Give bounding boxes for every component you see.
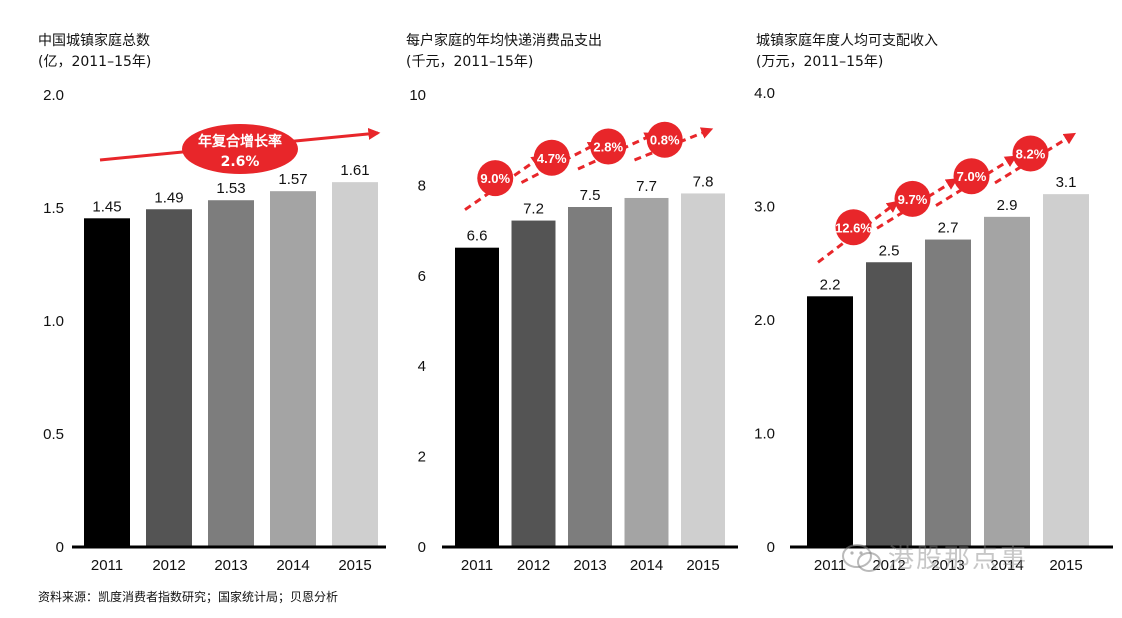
chart-3-bar [1043, 194, 1089, 546]
chart-3-ytick-label: 4.0 [754, 85, 775, 102]
chart-2-subtitle: (千元，2011–15年) [406, 54, 534, 70]
chart-3-xtick-label: 2015 [1049, 557, 1082, 574]
chart-3-xtick-label: 2011 [814, 557, 846, 574]
chart-2-bar [624, 197, 669, 546]
chart-3-data-label: 2.5 [879, 242, 900, 259]
source-note: 资料来源：凯度消费者指数研究；国家统计局；贝恩分析 [38, 590, 339, 604]
chart-2-data-label: 7.5 [580, 187, 601, 204]
chart-1-title: 中国城镇家庭总数 [38, 33, 150, 49]
chart-3-xtick-label: 2014 [990, 557, 1023, 574]
chart-2-data-label: 7.7 [636, 178, 657, 195]
chart-3-bar [925, 239, 971, 547]
chart-2-growth-label: 0.8% [650, 133, 680, 148]
chart-1-bar [146, 209, 192, 546]
chart-2-ytick-label: 4 [418, 358, 426, 375]
cagr-label: 年复合增长率 [198, 133, 282, 150]
chart-1-title-block: 中国城镇家庭总数 (亿，2011–15年) [38, 31, 151, 73]
chart-3-data-label: 3.1 [1056, 174, 1077, 191]
chart-3-growth-bubble [835, 209, 872, 246]
chart-2-growth-bubble [646, 121, 683, 158]
chart-2-xtick-label: 2013 [573, 557, 606, 574]
chart-3-growth-bubble [894, 180, 931, 217]
chart-1-data-label: 1.57 [278, 171, 307, 188]
chart-2-ytick-label: 6 [418, 268, 426, 285]
cagr-value: 2.6% [221, 154, 260, 170]
chart-1-bar [270, 191, 316, 546]
chart-2-ytick-label: 8 [418, 177, 426, 194]
chart-1-ytick-label: 0 [56, 539, 64, 556]
chart-3-title: 城镇家庭年度人均可支配收入 [756, 33, 938, 49]
chart-2-growth-bubble [533, 139, 570, 176]
chart-2-growth-label: 2.8% [593, 139, 623, 154]
chart-3-bar [984, 216, 1030, 546]
chart-3-growth-arrow [994, 132, 1077, 185]
chart-1-bar [208, 200, 254, 546]
chart-1-ytick-label: 1.5 [43, 200, 64, 217]
chart-3-growth-bubble [1012, 135, 1049, 172]
chart-2-data-label: 6.6 [467, 228, 488, 245]
chart-1-data-label: 1.49 [154, 189, 183, 206]
chart-2-ytick-label: 0 [418, 539, 426, 556]
chart-3-ytick-label: 2.0 [754, 312, 775, 329]
chart-2-data-label: 7.2 [523, 201, 544, 218]
chart-3-ytick-label: 0 [767, 539, 775, 556]
chart-1-bar [332, 182, 378, 546]
chart-3-growth-arrow [876, 178, 959, 230]
chart-2-growth-bubble [590, 128, 627, 165]
chart-1-data-label: 1.45 [92, 198, 121, 215]
chart-2-growth-label: 4.7% [537, 151, 567, 166]
chart-1-subtitle: (亿，2011–15年) [38, 54, 152, 70]
chart-1-data-label: 1.61 [340, 162, 369, 179]
chart-3-growth-bubble [953, 158, 990, 195]
chart-3-growth-label: 7.0% [957, 169, 987, 184]
chart-1-xtick-label: 2015 [338, 557, 371, 574]
chart-3-data-label: 2.9 [997, 197, 1018, 214]
chart-2-bar [568, 207, 612, 546]
chart-2-growth-arrow [520, 141, 601, 184]
chart-3-growth-label: 9.7% [898, 192, 928, 207]
chart-1-bar [84, 218, 130, 547]
chart-1-data-label: 1.53 [216, 180, 245, 197]
chart-1-ytick-label: 1.0 [43, 313, 64, 330]
chart-2-xtick-label: 2012 [517, 557, 550, 574]
chart-3-subtitle: (万元，2011–15年) [756, 54, 884, 70]
wechat-logo-icon [842, 544, 881, 572]
chart-2-bar [511, 220, 556, 546]
chart-2-title-block: 每户家庭的年均快递消费品支出 (千元，2011–15年) [406, 31, 602, 73]
chart-2-ytick-label: 2 [418, 449, 426, 466]
chart-1-ytick-label: 2.0 [43, 87, 64, 104]
chart-1-xtick-label: 2013 [214, 557, 247, 574]
chart-3-bar [807, 296, 853, 546]
chart-3-title-block: 城镇家庭年度人均可支配收入 (万元，2011–15年) [756, 31, 938, 73]
chart-1-ytick-label: 0.5 [43, 426, 64, 443]
chart-2-bar [455, 247, 499, 546]
chart-3-growth-arrow [935, 155, 1018, 207]
chart-3-bar [866, 262, 912, 546]
chart-3-ytick-label: 1.0 [754, 426, 775, 443]
chart-3-growth-label: 8.2% [1016, 147, 1046, 162]
chart-2-bar [681, 193, 725, 546]
chart-2-xtick-label: 2015 [686, 557, 719, 574]
chart-3-ytick-label: 3.0 [754, 199, 775, 216]
chart-3-data-label: 2.2 [820, 276, 841, 293]
chart-2-xtick-label: 2011 [461, 557, 493, 574]
chart-1-xtick-label: 2011 [91, 557, 123, 574]
chart-2-growth-bubble [477, 160, 514, 197]
chart-2-ytick-label: 10 [409, 87, 426, 104]
chart-3-data-label: 2.7 [938, 220, 959, 237]
chart-3-growth-label: 12.6% [835, 220, 872, 235]
chart-2-xtick-label: 2014 [630, 557, 663, 574]
chart-2-growth-label: 9.0% [480, 171, 510, 186]
chart-1-xtick-label: 2014 [276, 557, 309, 574]
chart-2-data-label: 7.8 [693, 173, 714, 190]
chart-2-title: 每户家庭的年均快递消费品支出 [406, 33, 602, 49]
chart-1-xtick-label: 2012 [152, 557, 185, 574]
watermark-text: 港股那点事 [888, 544, 1029, 574]
cagr-bubble [182, 124, 298, 174]
chart-2-growth-arrow [464, 155, 544, 211]
chart-3-xtick-label: 2013 [931, 557, 964, 574]
